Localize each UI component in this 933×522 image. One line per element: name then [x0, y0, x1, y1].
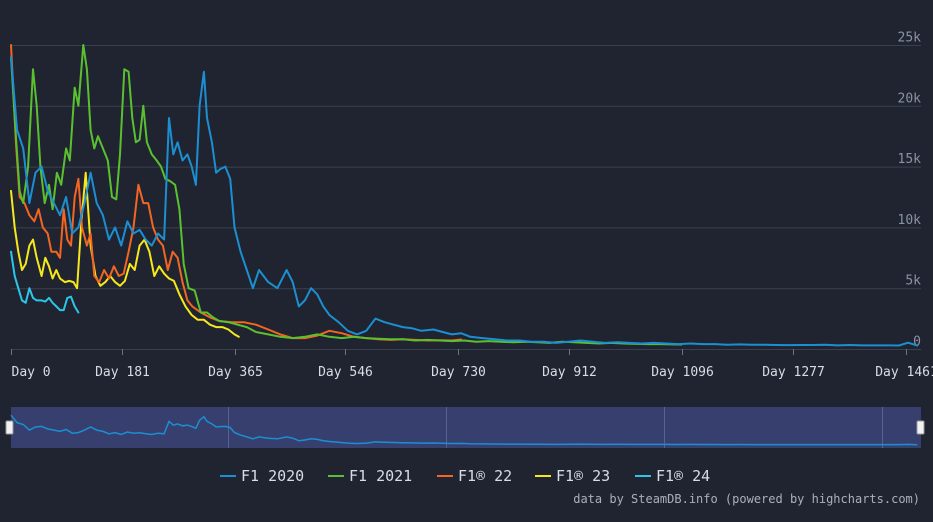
legend-item[interactable]: F1® 23: [535, 467, 610, 485]
legend-label[interactable]: F1 2020: [241, 467, 304, 485]
x-axis: Day 0 Day 181 Day 365 Day 546 Day 730 Day 912…: [12, 349, 933, 380]
legend-item[interactable]: F1 2020: [220, 467, 304, 485]
legend-label[interactable]: F1 2021: [349, 467, 412, 485]
y-tick-label: 10k: [898, 213, 922, 228]
x-tick-label: Day 1277: [762, 365, 825, 380]
x-tick-label: Day 1461: [875, 365, 933, 380]
navigator-left-handle[interactable]: [6, 421, 13, 434]
x-tick-label: Day 181: [95, 365, 150, 380]
legend-item[interactable]: F1® 24: [635, 467, 710, 485]
series-line-f1-2020: [11, 57, 917, 345]
legend: F1 2020 F1 2021 F1® 22 F1® 23 F1® 24: [220, 467, 710, 485]
series-group: [11, 45, 917, 346]
series-line-f1-22: [11, 45, 461, 341]
y-tick-label: 15k: [898, 152, 922, 167]
x-tick-label: Day 546: [318, 365, 373, 380]
grid: [11, 46, 921, 350]
x-tick-label: Day 1096: [651, 365, 714, 380]
y-tick-label: 20k: [898, 91, 922, 106]
x-tick-label: Day 365: [208, 365, 263, 380]
y-tick-label: 0: [913, 335, 921, 350]
x-tick-label: Day 0: [12, 365, 51, 380]
navigator[interactable]: [6, 407, 924, 448]
x-tick-label: Day 912: [542, 365, 597, 380]
navigator-right-handle[interactable]: [917, 421, 924, 434]
legend-label[interactable]: F1® 23: [556, 467, 610, 485]
legend-label[interactable]: F1® 22: [458, 467, 512, 485]
y-tick-label: 5k: [905, 274, 921, 289]
x-tick-label: Day 730: [431, 365, 486, 380]
credits-text[interactable]: data by SteamDB.info (powered by highcha…: [573, 492, 920, 506]
legend-label[interactable]: F1® 24: [656, 467, 710, 485]
series-line-f1-2021: [11, 45, 682, 345]
y-axis: 0 5k 10k 15k 20k 25k: [898, 31, 922, 350]
navigator-mask[interactable]: [11, 407, 921, 448]
legend-item[interactable]: F1 2021: [328, 467, 412, 485]
y-tick-label: 25k: [898, 31, 922, 46]
legend-item[interactable]: F1® 22: [437, 467, 512, 485]
